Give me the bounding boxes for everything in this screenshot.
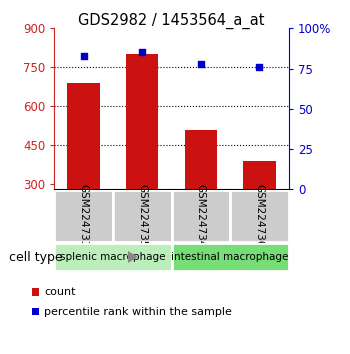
Bar <box>185 130 217 189</box>
Bar <box>68 83 100 189</box>
Point <box>257 64 262 70</box>
Text: count: count <box>44 287 76 297</box>
Bar <box>230 190 289 242</box>
Text: GSM224733: GSM224733 <box>78 184 89 247</box>
Text: GSM224735: GSM224735 <box>137 184 147 247</box>
Point <box>81 53 86 58</box>
Polygon shape <box>128 251 138 263</box>
Bar <box>113 190 172 242</box>
Text: intestinal macrophage: intestinal macrophage <box>172 252 289 262</box>
Point <box>198 61 204 67</box>
Bar <box>54 190 113 242</box>
Bar <box>172 243 289 271</box>
Bar <box>126 54 158 189</box>
Bar <box>54 243 172 271</box>
Bar <box>172 190 230 242</box>
Text: splenic macrophage: splenic macrophage <box>60 252 166 262</box>
Text: GSM224736: GSM224736 <box>254 184 265 247</box>
Bar <box>243 161 275 189</box>
Text: GDS2982 / 1453564_a_at: GDS2982 / 1453564_a_at <box>78 12 265 29</box>
Point <box>139 50 145 55</box>
Text: cell type: cell type <box>9 251 62 263</box>
Text: percentile rank within the sample: percentile rank within the sample <box>44 307 232 316</box>
Text: GSM224734: GSM224734 <box>196 184 206 247</box>
